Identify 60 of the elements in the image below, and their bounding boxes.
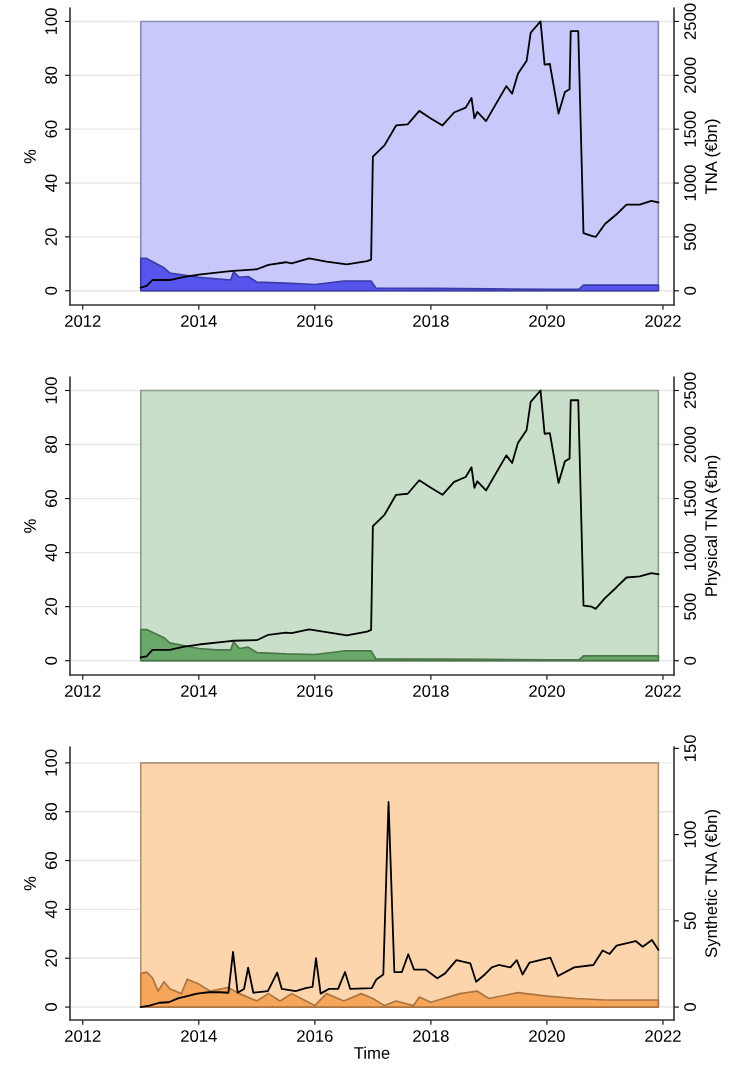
y-tick-label: 100 — [45, 8, 57, 35]
x-tick-label: 2020 — [529, 1030, 565, 1042]
x-tick-label: 2016 — [297, 1030, 333, 1042]
y2-tick-label: 2000 — [684, 57, 696, 94]
x-tick-label: 2018 — [413, 315, 449, 327]
x-tick-label: 2014 — [181, 315, 217, 327]
y-axis-title: % — [24, 149, 36, 164]
line-series — [139, 801, 660, 1008]
x-tick-label: 2012 — [65, 1030, 101, 1042]
y2-tick-label: 0 — [684, 286, 696, 295]
x-tick-label: 2022 — [645, 685, 681, 697]
y-tick-label: 60 — [45, 851, 57, 869]
x-axis-title: Time — [354, 1046, 390, 1059]
x-tick-label: 2020 — [529, 685, 565, 697]
y2-tick-label: 2500 — [684, 3, 696, 40]
y-axis-title: % — [24, 876, 36, 891]
y2-tick-label: 1000 — [684, 165, 696, 201]
y-tick-label: 100 — [45, 749, 57, 776]
y-tick-label: 60 — [45, 489, 57, 507]
x-tick-label: 2014 — [181, 685, 217, 697]
y-tick-label: 80 — [45, 66, 57, 84]
x-tick-label: 2018 — [413, 1030, 449, 1042]
y-tick-label: 0 — [45, 1003, 57, 1012]
y-tick-label: 60 — [45, 120, 57, 138]
y2-tick-label: 50 — [684, 912, 696, 930]
y2-tick-label: 0 — [684, 656, 696, 665]
y2-tick-label: 1500 — [684, 111, 696, 147]
y-tick-label: 0 — [45, 286, 57, 295]
x-tick-label: 2012 — [65, 315, 101, 327]
x-tick-label: 2020 — [529, 315, 565, 327]
x-tick-label: 2012 — [65, 685, 101, 697]
y2-tick-label: 1500 — [684, 480, 696, 516]
x-tick-label: 2018 — [413, 685, 449, 697]
y-tick-label: 100 — [45, 377, 57, 404]
y2-tick-label: 0 — [684, 1003, 696, 1012]
y-tick-label: 0 — [45, 656, 57, 665]
x-tick-label: 2022 — [645, 1030, 681, 1042]
y2-axis-title: Synthetic TNA (€bn) — [704, 810, 721, 958]
y2-axis-title: TNA (€bn) — [704, 119, 721, 195]
y2-tick-label: 150 — [684, 735, 696, 762]
y-axis-title: % — [24, 519, 36, 533]
y2-tick-label: 2500 — [684, 372, 696, 409]
y-tick-label: 20 — [45, 228, 57, 246]
x-tick-label: 2014 — [181, 1030, 217, 1042]
y-tick-label: 20 — [45, 598, 57, 616]
y-tick-label: 80 — [45, 435, 57, 454]
y2-tick-label: 500 — [684, 593, 696, 620]
y2-tick-label: 100 — [684, 821, 696, 848]
y-tick-label: 40 — [45, 543, 57, 562]
x-tick-label: 2016 — [297, 685, 333, 697]
y-tick-label: 20 — [45, 949, 57, 967]
y-tick-label: 40 — [45, 174, 57, 192]
y-tick-label: 80 — [45, 803, 57, 821]
x-tick-label: 2016 — [297, 315, 333, 327]
y2-tick-label: 2000 — [684, 426, 696, 463]
x-tick-label: 2022 — [645, 315, 681, 327]
y-tick-label: 40 — [45, 900, 57, 919]
y2-tick-label: 500 — [684, 223, 696, 251]
y2-tick-label: 1000 — [684, 534, 696, 570]
y2-axis-title: Physical TNA (€bn) — [704, 455, 721, 596]
